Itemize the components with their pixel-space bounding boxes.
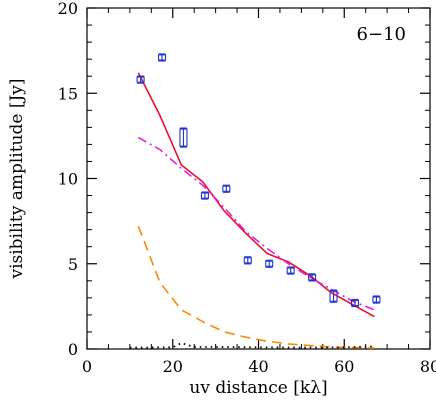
x-tick-labels: 0 20 40 60 80 <box>82 357 436 376</box>
y-tick-labels: 0 5 10 15 20 <box>58 0 78 359</box>
x-tick-label: 20 <box>163 357 183 376</box>
data-point <box>222 184 231 193</box>
major-ticks <box>86 7 431 350</box>
x-tick-label: 80 <box>420 357 436 376</box>
curve-solid <box>137 72 375 318</box>
minor-ticks <box>87 8 430 349</box>
data-point <box>329 289 338 303</box>
y-tick-label: 15 <box>58 84 78 103</box>
x-tick-label: 40 <box>248 357 268 376</box>
data-point <box>200 191 209 200</box>
data-point <box>265 259 274 268</box>
y-axis-label: visibility amplitude [Jy] <box>7 78 27 279</box>
data-point <box>179 127 188 148</box>
data-point <box>136 75 145 84</box>
y-tick-label: 5 <box>68 255 78 274</box>
y-tick-label: 20 <box>58 0 78 18</box>
model-curves <box>129 72 375 349</box>
x-axis-label: uv distance [kλ] <box>189 378 327 398</box>
data-point <box>286 266 295 275</box>
curve-dashed <box>137 225 375 349</box>
data-point <box>243 256 252 265</box>
y-tick-label: 0 <box>68 340 78 359</box>
data-point <box>157 53 167 62</box>
curve-dotted <box>129 342 375 349</box>
x-tick-label: 60 <box>334 357 354 376</box>
curve-dashdot <box>138 136 375 311</box>
panel-label: 6−10 <box>357 24 406 45</box>
plot-border <box>86 7 431 350</box>
data-point <box>350 298 360 308</box>
plot-frame <box>86 7 431 350</box>
data-point <box>308 273 317 282</box>
x-tick-label: 0 <box>82 357 92 376</box>
data-point <box>372 295 381 304</box>
y-tick-label: 10 <box>58 170 78 189</box>
data-points <box>136 53 381 308</box>
